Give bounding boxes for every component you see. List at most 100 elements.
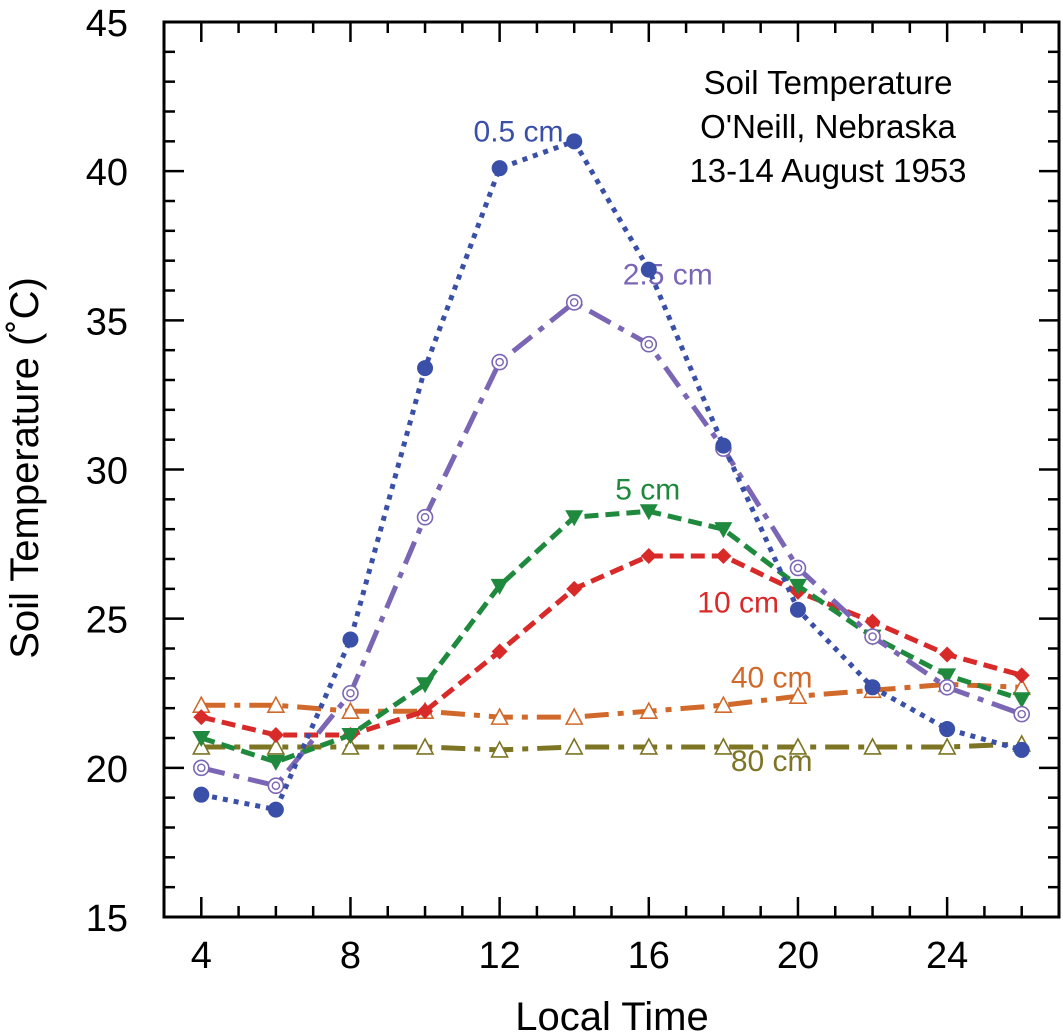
data-point-core [644,339,654,349]
data-point-core [569,298,579,307]
data-point [788,737,808,755]
series-line [200,138,1023,813]
series-group: 80 cm 40 cm 10 cm 5 cm 2.5 cm 0.5 cm [191,115,1032,818]
data-point [565,510,584,527]
data-point-ring [565,294,583,311]
data-point-core [1017,709,1027,719]
data-point-core [793,563,803,573]
data-point [490,740,509,758]
chart-title-line-2: O'Neill, Nebraska [700,108,956,145]
data-point-ring [789,559,807,577]
y-tick-label: 15 [86,898,128,940]
y-tick-label: 35 [86,301,128,343]
series-line [200,299,1023,789]
data-point [417,360,434,377]
data-point [639,737,659,755]
y-tick-label: 30 [86,451,128,493]
data-point [938,678,956,696]
data-point-ring [864,628,881,645]
x-tick-label: 16 [628,935,670,977]
data-point-core [942,682,952,692]
series-label: 80 cm [731,745,813,778]
y-tick-label: 40 [86,152,128,194]
x-tick-label: 20 [777,935,819,977]
data-point [341,701,360,719]
chart-title-line-1: Soil Temperature [704,64,953,101]
data-point [714,522,733,539]
series-5-cm: 5 cm [192,473,1031,771]
data-point [939,721,956,738]
axes: 4 8 12 16 20 24 15 20 25 30 35 40 45 [86,3,1061,977]
data-point [193,786,210,803]
series-line [200,553,1023,738]
data-point [640,261,657,278]
data-point [193,709,210,726]
data-point [863,737,882,755]
data-point-core [346,688,355,698]
data-point [564,737,584,755]
data-point [566,133,583,150]
data-point-ring [267,777,285,795]
data-point [789,601,806,618]
data-point [864,628,881,645]
data-point [715,548,732,565]
x-axis-label: Local Time [515,995,708,1036]
series-label: 0.5 cm [474,115,564,148]
series-0-5-cm: 0.5 cm [193,115,1030,818]
series-label: 40 cm [731,661,813,694]
data-point [342,684,359,702]
series-10-cm: 10 cm [193,548,1030,744]
data-point [639,701,659,719]
x-tick-label: 8 [340,935,361,977]
data-point [640,548,657,565]
series-line [201,741,1022,753]
x-tick-label: 24 [926,935,968,977]
series-line [201,681,1022,720]
data-point [416,677,435,694]
data-point [266,737,286,755]
data-point [864,613,881,630]
data-point [341,737,360,755]
data-point [565,294,583,311]
data-point [640,335,658,353]
data-point-ring [640,335,658,353]
data-point-core [420,512,430,522]
data-point [491,643,508,660]
data-point-core [868,632,877,641]
y-tick-label: 45 [86,3,128,45]
data-point [789,559,807,577]
data-point [417,703,434,720]
series-2-5-cm: 2.5 cm [192,259,1031,795]
data-point [788,686,808,705]
data-point [341,728,360,745]
data-point-core [271,781,281,791]
data-point [1013,741,1030,758]
series-label: 2.5 cm [623,259,713,292]
data-point-core [196,763,206,773]
data-point-ring [491,353,508,371]
chart-title-line-3: 13-14 August 1953 [689,152,966,189]
series-label: 5 cm [615,473,680,506]
data-point [1013,667,1030,684]
data-point [714,737,733,755]
data-point [1012,692,1031,709]
data-point [490,707,509,725]
data-point [491,353,508,371]
data-point [192,759,210,777]
y-tick-label: 20 [86,749,128,791]
data-point [938,668,957,685]
data-point [490,578,509,595]
chart-text: Soil Temperature O'Neill, Nebraska 13-14… [3,64,967,1036]
data-point [267,801,284,818]
data-point [714,695,733,713]
series-40-cm: 40 cm [191,661,1032,725]
data-point [266,695,286,713]
series-80-cm: 80 cm [191,734,1032,778]
data-point [715,437,732,454]
data-point-ring [938,678,956,696]
data-point [266,754,285,771]
data-point [192,731,211,747]
data-point [415,737,435,755]
data-point [416,508,434,526]
